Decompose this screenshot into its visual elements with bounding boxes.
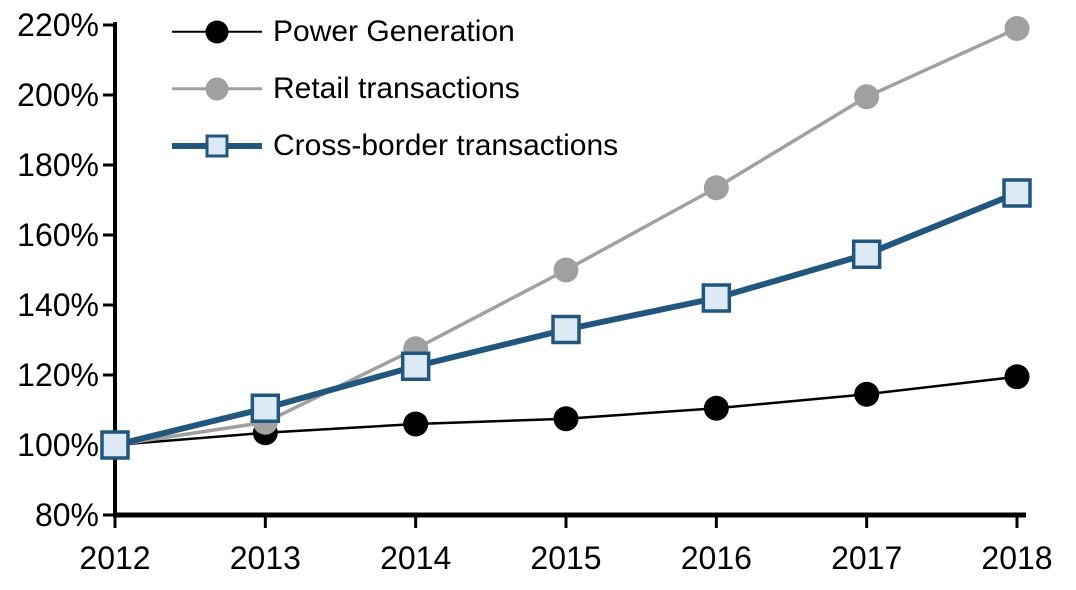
x-tick-label: 2017: [831, 540, 902, 576]
data-point-cross-border-transactions-2015: [551, 314, 581, 345]
data-point-cross-border-transactions-2016: [701, 283, 732, 313]
legend-item-cross-border-transactions: Cross-border transactions: [172, 117, 618, 174]
y-tick-label: 140%: [17, 287, 99, 323]
x-tick-label: 2015: [530, 540, 601, 576]
data-point-cross-border-transactions-2017: [851, 239, 882, 269]
legend: Power Generation Retail transactions Cro…: [172, 3, 618, 174]
y-tick-label: 160%: [17, 217, 99, 253]
data-point-retail-transactions-2018: [1004, 16, 1030, 41]
data-point-power-generation-2017: [854, 381, 880, 407]
square-marker-icon: [205, 134, 229, 157]
data-point-power-generation-2016: [703, 395, 729, 421]
data-point-retail-transactions-2015: [553, 257, 579, 283]
x-tick-label: 2013: [230, 540, 301, 576]
data-point-retail-transactions-2016: [703, 175, 729, 201]
data-point-retail-transactions-2017: [854, 84, 880, 110]
power-generation-line-circle-marker-icon: [172, 16, 262, 48]
legend-item-power-generation: Power Generation: [172, 3, 618, 60]
data-point-power-generation-2014: [403, 411, 429, 437]
data-point-cross-border-transactions-2012: [100, 430, 130, 460]
y-tick-label: 220%: [17, 7, 99, 43]
legend-item-retail-transactions: Retail transactions: [172, 60, 618, 117]
x-tick-label: 2014: [380, 540, 451, 576]
y-tick-label: 200%: [17, 77, 99, 113]
legend-label-cross-border-transactions: Cross-border transactions: [273, 128, 619, 162]
retail-transactions-line-circle-marker-icon: [172, 73, 262, 105]
data-point-cross-border-transactions-2013: [250, 393, 281, 423]
data-point-cross-border-transactions-2014: [400, 351, 431, 381]
data-point-power-generation-2018: [1004, 364, 1030, 390]
x-tick-label: 2016: [681, 540, 752, 576]
legend-label-power-generation: Power Generation: [273, 14, 515, 48]
cross-border-transactions-line-square-marker-icon: [172, 130, 262, 162]
y-tick-label: 100%: [17, 427, 99, 463]
circle-marker-icon: [205, 20, 229, 43]
data-point-cross-border-transactions-2018: [1002, 178, 1032, 208]
circle-marker-icon: [205, 77, 229, 100]
x-tick-label: 2018: [981, 540, 1052, 576]
y-tick-label: 120%: [17, 357, 99, 393]
data-point-power-generation-2015: [553, 406, 579, 432]
x-tick-label: 2012: [79, 540, 150, 576]
y-tick-label: 180%: [17, 147, 99, 183]
y-tick-label: 80%: [35, 497, 99, 533]
legend-label-retail-transactions: Retail transactions: [273, 71, 520, 105]
